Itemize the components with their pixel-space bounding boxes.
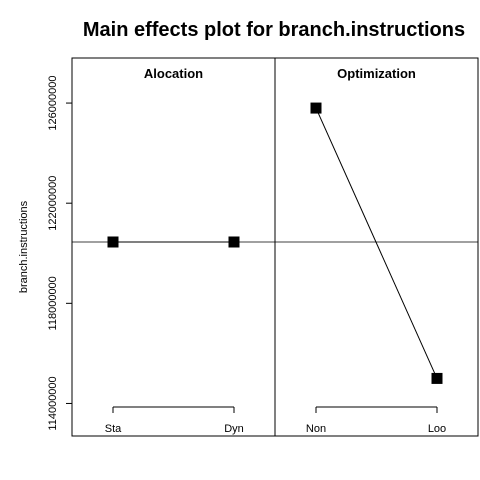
y-axis: 114000000 118000000 122000000 126000000 [47, 76, 72, 431]
x-tick-label: Non [306, 423, 326, 435]
panels: Alocation Sta Dyn Optimization Non Loo [71, 57, 479, 437]
panel-title: Optimization [337, 66, 416, 81]
y-tick-label: 114000000 [47, 376, 59, 430]
chart-title: Main effects plot for branch.instruction… [83, 19, 465, 41]
y-tick-label: 122000000 [47, 176, 59, 231]
panel-frame [274, 57, 479, 437]
panel-optimization: Optimization Non Loo [274, 57, 479, 437]
x-tick-label: Sta [105, 423, 122, 435]
panel-frame [71, 57, 276, 437]
effect-point-sta [107, 236, 119, 248]
x-tick-label: Dyn [224, 423, 244, 435]
panel-alocation: Alocation Sta Dyn [71, 57, 276, 437]
effect-point-dyn [228, 236, 240, 248]
effect-point-non [310, 102, 322, 114]
y-tick-label: 118000000 [47, 276, 59, 330]
panel-title: Alocation [144, 66, 203, 81]
effect-point-loo [431, 372, 443, 384]
effect-line [315, 107, 438, 379]
x-tick-label: Loo [428, 423, 446, 435]
y-tick-label: 126000000 [47, 76, 59, 131]
y-axis-label: branch.instructions [18, 200, 30, 293]
